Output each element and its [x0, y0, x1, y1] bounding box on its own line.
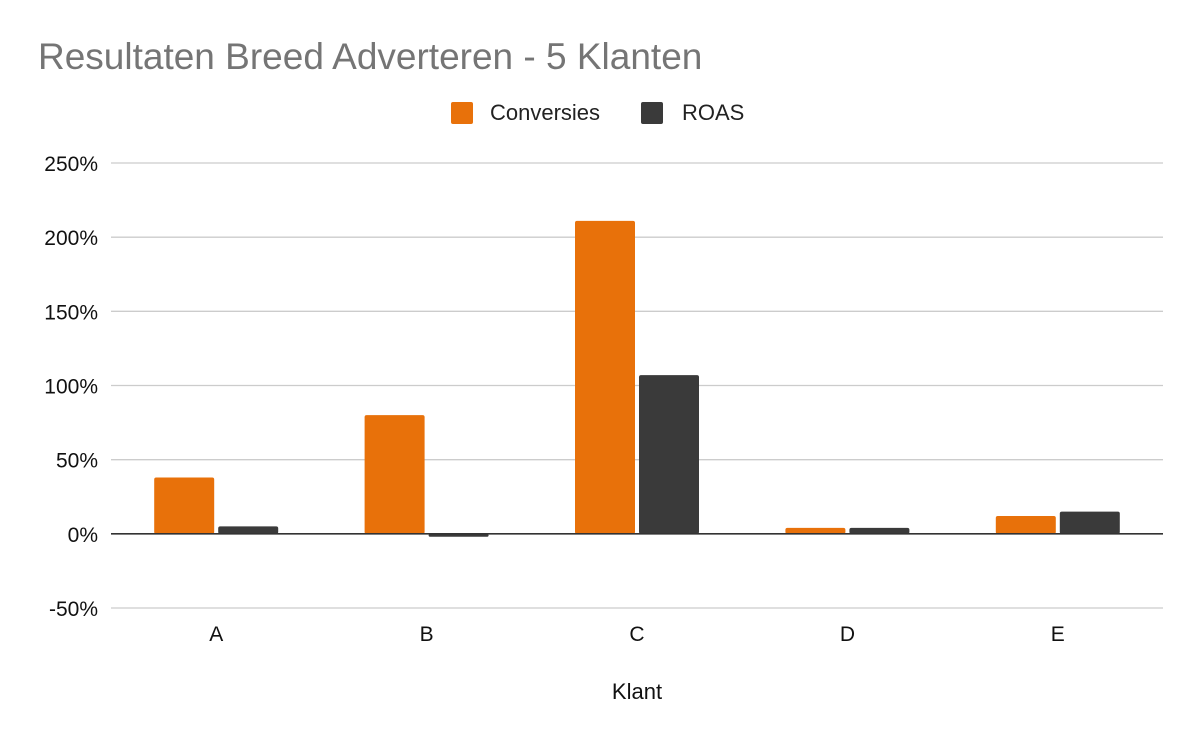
chart-title: Resultaten Breed Adverteren - 5 Klanten: [38, 36, 702, 77]
bar-conversies-a: [154, 477, 215, 534]
legend-label-roas: ROAS: [682, 100, 744, 125]
legend: Conversies ROAS: [451, 100, 744, 125]
bar-roas-a: [218, 526, 279, 534]
y-tick-label: -50%: [49, 598, 98, 621]
bar-conversies-b: [364, 415, 425, 534]
x-tick-label: B: [420, 623, 434, 646]
x-tick-label: E: [1051, 623, 1065, 646]
y-tick-label: 250%: [44, 153, 98, 176]
bar-roas-e: [1059, 511, 1120, 534]
legend-swatch-conversies: [451, 102, 473, 124]
x-axis-ticks: A B C D E: [209, 623, 1065, 646]
gridlines: [111, 162, 1163, 609]
legend-swatch-roas: [641, 102, 663, 124]
bar-roas-d: [849, 527, 910, 534]
bar-conversies-c: [575, 220, 635, 534]
x-axis-label: Klant: [612, 679, 662, 704]
x-tick-label: C: [629, 623, 644, 646]
y-tick-label: 0%: [68, 524, 98, 547]
x-tick-label: D: [840, 623, 855, 646]
y-tick-label: 150%: [44, 301, 98, 324]
y-tick-label: 50%: [56, 450, 98, 473]
bar-roas-c: [639, 375, 699, 534]
bars: [154, 220, 1120, 537]
bar-conversies-e: [995, 516, 1056, 534]
legend-label-conversies: Conversies: [490, 100, 600, 125]
y-axis-ticks: 250% 200% 150% 100% 50% 0% -50%: [44, 153, 98, 621]
y-tick-label: 200%: [44, 227, 98, 250]
x-tick-label: A: [209, 623, 223, 646]
y-tick-label: 100%: [44, 376, 98, 399]
bar-conversies-d: [785, 527, 846, 534]
